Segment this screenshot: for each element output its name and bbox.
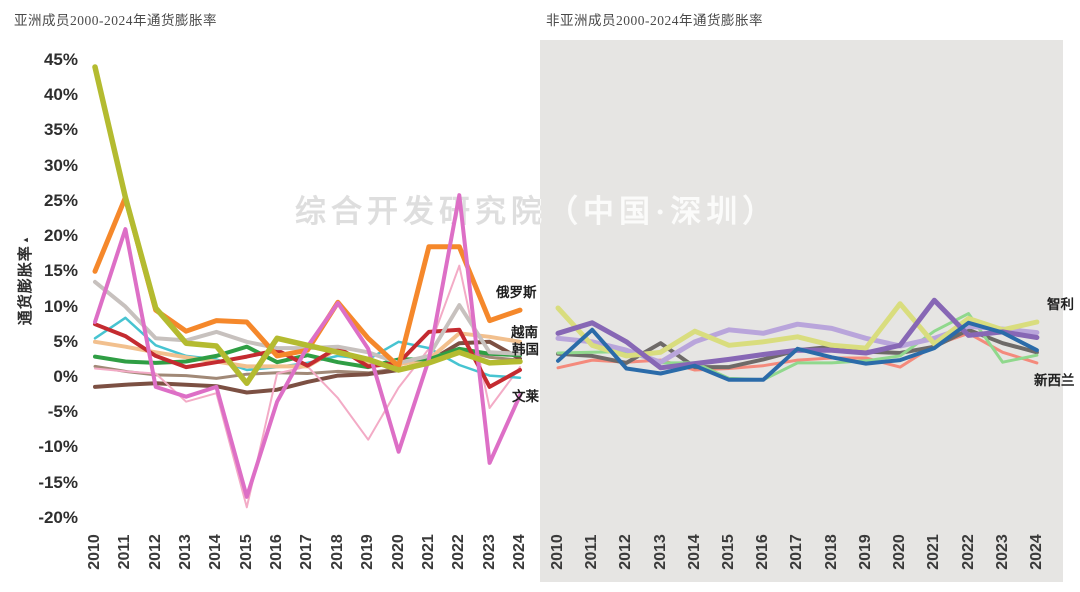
series-label-俄罗斯: 俄罗斯 bbox=[496, 285, 537, 300]
x-tick-label: 2013 bbox=[177, 534, 194, 570]
x-tick-label: 2022 bbox=[450, 534, 467, 570]
x-tick-label: 2014 bbox=[207, 534, 224, 570]
x-tick-label: 2017 bbox=[298, 534, 315, 570]
y-tick-label: 30% bbox=[43, 156, 78, 175]
y-tick-label: -10% bbox=[38, 437, 78, 456]
series-label-越南: 越南 bbox=[511, 325, 538, 340]
x-tick-label: 2016 bbox=[754, 534, 771, 570]
y-tick-label: 35% bbox=[43, 120, 78, 139]
x-tick-label: 2015 bbox=[720, 534, 737, 570]
y-tick-label: 10% bbox=[43, 297, 78, 316]
x-tick-label: 2024 bbox=[511, 534, 528, 570]
x-tick-label: 2015 bbox=[238, 534, 255, 570]
x-tick-label: 2014 bbox=[686, 534, 703, 570]
x-tick-label: 2020 bbox=[891, 534, 908, 570]
y-tick-label: 40% bbox=[43, 85, 78, 104]
x-tick-label: 2012 bbox=[617, 534, 634, 570]
y-tick-label: 20% bbox=[43, 226, 78, 245]
x-tick-label: 2018 bbox=[823, 534, 840, 570]
right-panel-background bbox=[540, 40, 1063, 582]
y-tick-label: 45% bbox=[43, 50, 78, 69]
x-tick-label: 2012 bbox=[147, 534, 164, 570]
y-tick-label: 15% bbox=[43, 261, 78, 280]
y-tick-label: 0% bbox=[53, 367, 78, 386]
line-series-korea bbox=[93, 344, 522, 370]
x-tick-label: 2021 bbox=[420, 534, 437, 570]
series-label-新西兰: 新西兰 bbox=[1034, 373, 1075, 388]
line-series-olive bbox=[92, 64, 523, 387]
x-tick-label: 2016 bbox=[268, 534, 285, 570]
x-tick-label: 2013 bbox=[652, 534, 669, 570]
line-series-cyan bbox=[93, 316, 522, 379]
y-tick-label: 5% bbox=[53, 332, 78, 351]
y-tick-label: -20% bbox=[38, 508, 78, 527]
series-label-文莱: 文莱 bbox=[512, 389, 539, 404]
x-tick-label: 2022 bbox=[960, 534, 977, 570]
x-tick-label: 2010 bbox=[86, 534, 103, 570]
left-chart-title: 亚洲成员2000-2024年通货膨胀率 bbox=[14, 13, 217, 28]
y-tick-label: 25% bbox=[43, 191, 78, 210]
x-tick-label: 2018 bbox=[329, 534, 346, 570]
x-tick-label: 2024 bbox=[1028, 534, 1045, 570]
x-tick-label: 2017 bbox=[788, 534, 805, 570]
x-tick-label: 2011 bbox=[116, 534, 133, 570]
x-tick-label: 2019 bbox=[857, 534, 874, 570]
y-tick-label: -5% bbox=[47, 402, 78, 421]
series-label-智利: 智利 bbox=[1047, 297, 1074, 312]
line-series-newzealand bbox=[556, 320, 1039, 382]
series-label-韩国: 韩国 bbox=[512, 342, 539, 357]
x-tick-label: 2023 bbox=[481, 534, 498, 570]
x-tick-label: 2010 bbox=[549, 534, 566, 570]
x-tick-label: 2020 bbox=[390, 534, 407, 570]
right-chart-title: 非亚洲成员2000-2024年通货膨胀率 bbox=[546, 13, 763, 28]
x-tick-label: 2021 bbox=[925, 534, 942, 570]
line-series-russia bbox=[92, 194, 523, 369]
x-tick-label: 2019 bbox=[359, 534, 376, 570]
y-tick-label: -15% bbox=[38, 473, 78, 492]
line-series-crimson bbox=[93, 322, 522, 389]
x-tick-label: 2011 bbox=[583, 534, 600, 570]
x-tick-label: 2023 bbox=[994, 534, 1011, 570]
